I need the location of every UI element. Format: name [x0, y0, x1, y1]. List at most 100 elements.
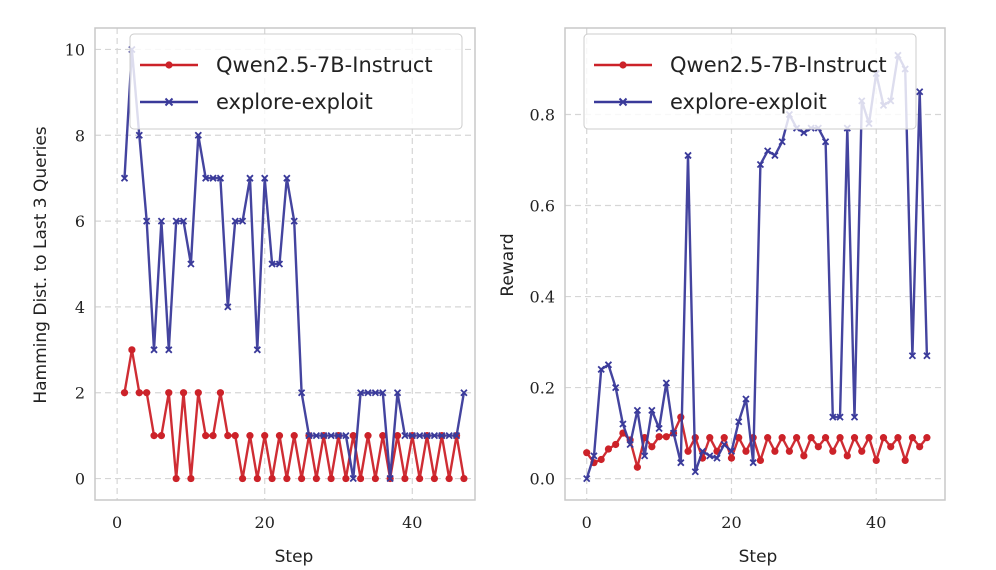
data-point-qwen: [283, 474, 291, 483]
data-point-explore: [590, 452, 598, 460]
data-point-explore: [648, 406, 656, 414]
data-point-qwen: [662, 433, 670, 441]
data-point-qwen: [756, 456, 765, 465]
data-point-explore: [460, 389, 468, 397]
data-point-explore: [669, 429, 678, 437]
data-point-qwen: [364, 432, 372, 440]
data-point-explore: [908, 352, 917, 360]
data-point-qwen: [135, 389, 143, 397]
data-point-qwen: [604, 445, 613, 453]
x-tick-label: 0: [112, 513, 122, 532]
data-point-explore: [238, 217, 247, 225]
data-point-explore: [393, 389, 402, 397]
data-point-qwen: [908, 434, 917, 442]
data-point-qwen: [858, 447, 866, 455]
data-point-explore: [742, 395, 750, 403]
data-point-explore: [829, 413, 837, 421]
data-point-explore: [713, 454, 721, 462]
data-point-qwen: [814, 443, 822, 451]
data-point-explore: [850, 413, 859, 421]
y-tick-label: 0.8: [530, 105, 555, 124]
data-point-explore: [312, 431, 320, 440]
data-point-explore: [371, 389, 380, 397]
data-point-qwen: [231, 432, 239, 440]
data-point-qwen: [445, 474, 453, 483]
data-point-qwen: [764, 434, 772, 442]
legend-box: [129, 33, 463, 130]
data-point-qwen: [793, 434, 801, 442]
data-point-qwen: [275, 432, 284, 440]
data-point-qwen: [735, 434, 743, 442]
data-point-qwen: [253, 474, 261, 483]
data-point-explore: [253, 346, 261, 354]
data-point-qwen: [583, 449, 591, 457]
y-tick-label: 10: [65, 40, 85, 59]
y-tick-label: 6: [75, 212, 85, 231]
data-point-qwen: [143, 389, 151, 397]
data-point-qwen: [872, 456, 880, 465]
data-point-explore: [143, 217, 151, 225]
data-point-explore: [364, 389, 372, 397]
data-point-explore: [246, 174, 254, 182]
data-point-qwen: [224, 432, 232, 440]
data-point-explore: [764, 147, 772, 155]
data-point-qwen: [843, 452, 851, 460]
data-point-explore: [408, 431, 416, 440]
data-point-explore: [172, 217, 180, 225]
data-point-qwen: [771, 447, 779, 455]
data-point-explore: [604, 361, 613, 369]
y-axis-title: Hamming Dist. to Last 3 Queries: [31, 126, 51, 403]
data-point-explore: [698, 447, 707, 455]
data-point-qwen: [684, 447, 692, 455]
data-point-explore: [749, 459, 757, 467]
data-point-explore: [379, 389, 387, 397]
legend-label-qwen: Qwen2.5-7B-Instruct: [216, 53, 433, 77]
data-point-explore: [401, 431, 409, 440]
data-point-explore: [597, 365, 605, 374]
data-point-explore: [655, 424, 663, 433]
data-point-explore: [626, 440, 634, 449]
data-point-qwen: [416, 474, 424, 483]
data-point-qwen: [655, 433, 663, 441]
x-axis-title: Step: [739, 547, 778, 567]
y-tick-label: 4: [75, 298, 85, 317]
data-point-explore: [320, 431, 328, 440]
data-point-qwen: [194, 389, 202, 397]
chart-hamming-distance: 0 20 40 0 2 4 6 8 10 Step Hamming Dist. to Last …: [31, 27, 476, 567]
data-point-qwen: [720, 434, 728, 442]
data-point-explore: [194, 131, 202, 139]
data-point-explore: [619, 420, 627, 428]
data-point-qwen: [879, 434, 888, 442]
data-point-explore: [612, 383, 620, 392]
data-point-qwen: [648, 443, 656, 451]
data-point-explore: [327, 431, 335, 440]
data-point-explore: [691, 468, 699, 476]
data-point-explore: [677, 459, 685, 467]
data-point-explore: [821, 138, 830, 146]
y-tick-label: 0.4: [530, 288, 555, 307]
data-point-explore: [916, 88, 924, 96]
data-point-qwen: [612, 440, 620, 449]
legend-box: [583, 33, 917, 130]
data-point-qwen: [727, 454, 736, 462]
data-point-explore: [416, 431, 424, 440]
data-point-explore: [706, 452, 714, 460]
data-point-qwen: [349, 432, 357, 440]
data-point-qwen: [836, 434, 844, 442]
data-point-explore: [305, 431, 313, 440]
legend-marker-explore: [164, 97, 174, 107]
data-point-qwen: [298, 474, 306, 483]
data-point-qwen: [865, 434, 873, 442]
legend-marker-qwen: [165, 61, 173, 69]
legend-marker-explore: [618, 97, 628, 107]
data-point-qwen: [202, 432, 210, 440]
data-point-explore: [179, 217, 188, 225]
data-point-explore: [216, 174, 225, 182]
legend-label-explore: explore-exploit: [216, 90, 373, 114]
data-point-qwen: [290, 432, 298, 440]
data-point-explore: [923, 352, 931, 360]
data-point-explore: [800, 129, 808, 137]
data-point-explore: [150, 346, 158, 354]
legend: Qwen2.5-7B-Instruct explore-exploit: [129, 33, 463, 130]
